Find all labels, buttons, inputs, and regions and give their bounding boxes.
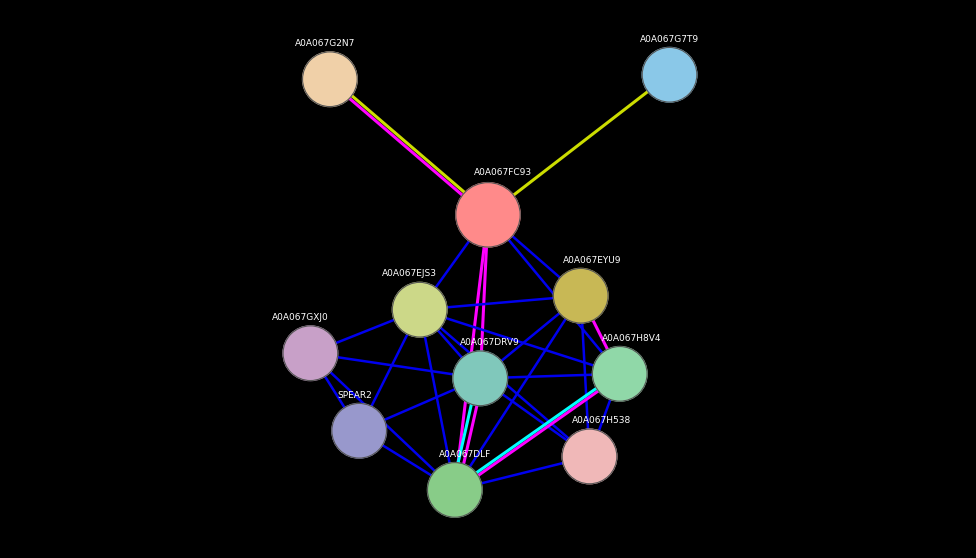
- Text: A0A067G2N7: A0A067G2N7: [295, 39, 355, 48]
- Text: A0A067DLF: A0A067DLF: [438, 450, 491, 459]
- Ellipse shape: [427, 463, 482, 517]
- Text: A0A067H538: A0A067H538: [572, 416, 630, 425]
- Text: A0A067EYU9: A0A067EYU9: [563, 256, 622, 264]
- Ellipse shape: [553, 268, 608, 323]
- Ellipse shape: [562, 429, 617, 484]
- Ellipse shape: [642, 47, 697, 102]
- Ellipse shape: [456, 182, 520, 247]
- Text: A0A067EJS3: A0A067EJS3: [383, 270, 437, 278]
- Text: A0A067H8V4: A0A067H8V4: [602, 334, 661, 343]
- Text: SPEAR2: SPEAR2: [337, 391, 372, 400]
- Text: A0A067DRV9: A0A067DRV9: [460, 338, 520, 347]
- Ellipse shape: [392, 282, 447, 337]
- Text: A0A067G7T9: A0A067G7T9: [640, 35, 699, 44]
- Text: A0A067GXJ0: A0A067GXJ0: [272, 313, 329, 322]
- Text: A0A067FC93: A0A067FC93: [473, 168, 532, 177]
- Ellipse shape: [332, 403, 386, 458]
- Ellipse shape: [592, 347, 647, 401]
- Ellipse shape: [303, 52, 357, 107]
- Ellipse shape: [283, 326, 338, 381]
- Ellipse shape: [453, 351, 508, 406]
